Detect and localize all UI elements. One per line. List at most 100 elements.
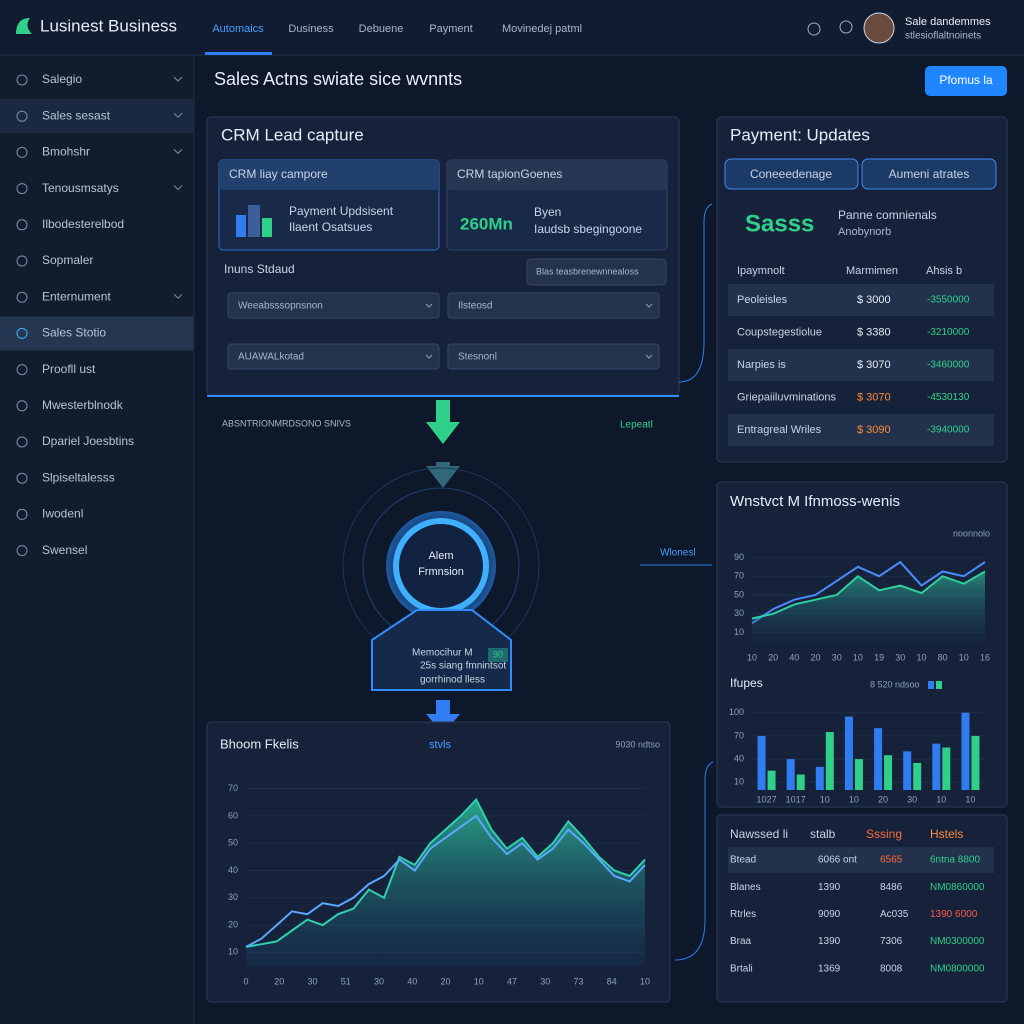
dropdown-text[interactable]: Weeabsssopnsnon xyxy=(238,301,323,312)
x-tick-label: 73 xyxy=(573,976,583,986)
nav-item[interactable]: Iwodenl xyxy=(42,507,83,521)
y-tick-label: 100 xyxy=(729,707,744,717)
column-header: stalb xyxy=(810,827,836,841)
cell: 6565 xyxy=(880,855,903,866)
chevron xyxy=(645,303,653,308)
y-tick-label: 10 xyxy=(228,947,238,957)
top-bar xyxy=(0,0,1024,55)
nav-tab[interactable]: Automaics xyxy=(212,23,264,35)
tab[interactable] xyxy=(861,158,997,190)
bar xyxy=(884,755,893,790)
cell: 8486 xyxy=(880,882,903,893)
nav-item[interactable]: Bmohshr xyxy=(42,145,90,159)
primary-button[interactable] xyxy=(925,66,1007,96)
nav-item[interactable]: Sopmaler xyxy=(42,253,93,267)
avatar[interactable] xyxy=(863,12,895,44)
y-tick-label: 40 xyxy=(228,865,238,875)
cell: Btead xyxy=(730,855,756,866)
sidebar xyxy=(0,56,194,1024)
search-field[interactable] xyxy=(526,258,667,286)
label: Payment Updsisent xyxy=(289,204,394,218)
cell: 1390 xyxy=(818,882,841,893)
y-tick-label: 10 xyxy=(734,627,744,637)
bar xyxy=(757,735,766,790)
y-tick-label: 10 xyxy=(734,777,744,787)
cell: 6066 ont xyxy=(818,855,857,866)
nav-item[interactable]: Proofll ust xyxy=(42,362,96,376)
cell: $ 3000 xyxy=(857,294,891,306)
y-tick-label: 90 xyxy=(734,552,744,562)
dropdown[interactable] xyxy=(227,292,440,319)
tab[interactable] xyxy=(724,158,859,190)
dropdown-text[interactable]: Stesnonl xyxy=(458,352,497,363)
nav-item[interactable]: Sales sesast xyxy=(42,108,111,122)
cell: 6ntna 8800 xyxy=(930,855,980,866)
nav-tab[interactable]: Dusiness xyxy=(288,23,334,35)
dropdown-text[interactable]: AUAWALkotad xyxy=(238,352,304,363)
flow-box xyxy=(371,609,512,691)
panel-title: CRM Lead capture xyxy=(221,125,364,144)
label: Wlonesl xyxy=(660,548,696,559)
search-text[interactable]: Blas teasbrenewnnealoss xyxy=(536,266,639,276)
nav-tab[interactable]: Payment xyxy=(429,23,472,35)
nav-item[interactable]: Mwesterblnodk xyxy=(42,398,124,412)
tab-underline xyxy=(205,52,272,55)
bar xyxy=(854,759,863,790)
bar xyxy=(942,747,951,790)
dropdown-text[interactable]: Ilsteosd xyxy=(458,301,492,312)
x-tick-label: 20 xyxy=(811,652,821,662)
user-name: Sale dandemmes xyxy=(905,16,991,28)
search-icon[interactable] xyxy=(839,20,853,34)
x-tick-label: 30 xyxy=(832,652,842,662)
cell: $ 3380 xyxy=(857,326,891,338)
column-header: Sssing xyxy=(866,827,902,841)
cell: 1390 6000 xyxy=(930,909,978,920)
dropdown[interactable] xyxy=(227,343,440,370)
legend: 8 520 ndsoo xyxy=(870,679,920,689)
y-tick-label: 70 xyxy=(734,571,744,581)
nav-item[interactable]: Tenousmsatys xyxy=(42,181,119,195)
button-label[interactable]: Pfomus la xyxy=(939,73,993,87)
cell: 8008 xyxy=(880,963,903,974)
icon[interactable] xyxy=(807,22,821,36)
cell: 1390 xyxy=(818,936,841,947)
tab-label[interactable]: Coneeedenage xyxy=(750,167,832,181)
x-tick-label: 51 xyxy=(341,976,351,986)
y-tick-label: 70 xyxy=(228,783,238,793)
nav-item[interactable]: Dpariel Joesbtins xyxy=(42,434,134,448)
card-header xyxy=(219,160,439,190)
nav-tab[interactable]: Movinedej patml xyxy=(502,23,582,35)
x-tick-label: 30 xyxy=(307,976,317,986)
x-tick-label: 10 xyxy=(849,794,859,804)
banner: Sasss xyxy=(745,210,814,237)
dropdown[interactable] xyxy=(447,292,660,319)
cell: 9090 xyxy=(818,909,841,920)
nav-item[interactable]: Enternument xyxy=(42,289,111,303)
tab-label[interactable]: Aumeni atrates xyxy=(889,167,970,181)
cell: Coupstegestiolue xyxy=(737,326,822,338)
cell: Brtali xyxy=(730,963,753,974)
nav-item[interactable]: Salegio xyxy=(42,72,82,86)
area-fill xyxy=(246,799,645,966)
bar xyxy=(815,766,824,790)
nav-item[interactable]: Slpiseltalesss xyxy=(42,470,115,484)
x-tick-label: 10 xyxy=(965,794,975,804)
nav-highlight xyxy=(0,99,193,134)
cell: Griepaiiluvminations xyxy=(737,391,837,403)
label: CRM tapionGoenes xyxy=(457,167,562,181)
nav-icon xyxy=(16,219,28,231)
legend-swatch xyxy=(928,681,934,689)
chart-subtitle: noonnolo xyxy=(953,528,990,538)
nav-item[interactable]: Swensel xyxy=(42,543,87,557)
x-tick-label: 47 xyxy=(507,976,517,986)
column-header: Nawssed li xyxy=(730,827,788,841)
nav-item[interactable]: Ilbodesterelbod xyxy=(42,217,124,231)
nav-tab[interactable]: Debuene xyxy=(359,23,404,35)
dropdown[interactable] xyxy=(447,343,660,370)
nav-item[interactable]: Sales Stotio xyxy=(42,326,106,340)
x-tick-label: 20 xyxy=(440,976,450,986)
cell: Narpies is xyxy=(737,359,786,371)
cell: -3550000 xyxy=(927,295,970,306)
chevron xyxy=(173,76,183,82)
